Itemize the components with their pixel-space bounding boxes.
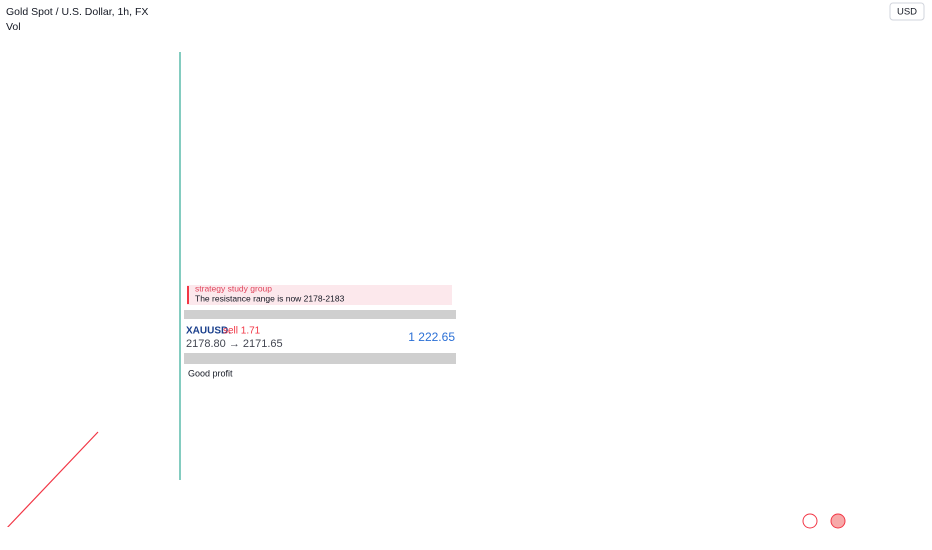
trade-profit: 1 222.65 [408,330,455,344]
group-name: strategy study group [195,283,272,293]
tool-icons [802,513,846,529]
overlay-layer: strategy study group The resistance rang… [4,52,456,531]
price-axis-bg [881,0,932,550]
icon[interactable] [830,513,846,529]
currency-box[interactable] [889,2,925,21]
icon[interactable] [802,513,818,529]
trade-bar [184,310,456,319]
trade-comment: Good profit [188,368,233,378]
time-axis-bg [0,527,932,550]
note-text: The resistance range is now 2178-2183 [195,293,345,303]
trade-side: sell 1.71 [223,326,261,337]
trend-line [4,431,99,531]
trade-bar [184,353,456,364]
note-box [187,285,452,305]
trade-prices: 2178.80 → 2171.65 [186,338,283,350]
volume-title: Vol [6,21,21,33]
trade-symbol: XAUUSD. [186,326,231,337]
chart-title: Gold Spot / U.S. Dollar, 1h, FX [6,6,148,18]
currency: USD [897,7,917,18]
